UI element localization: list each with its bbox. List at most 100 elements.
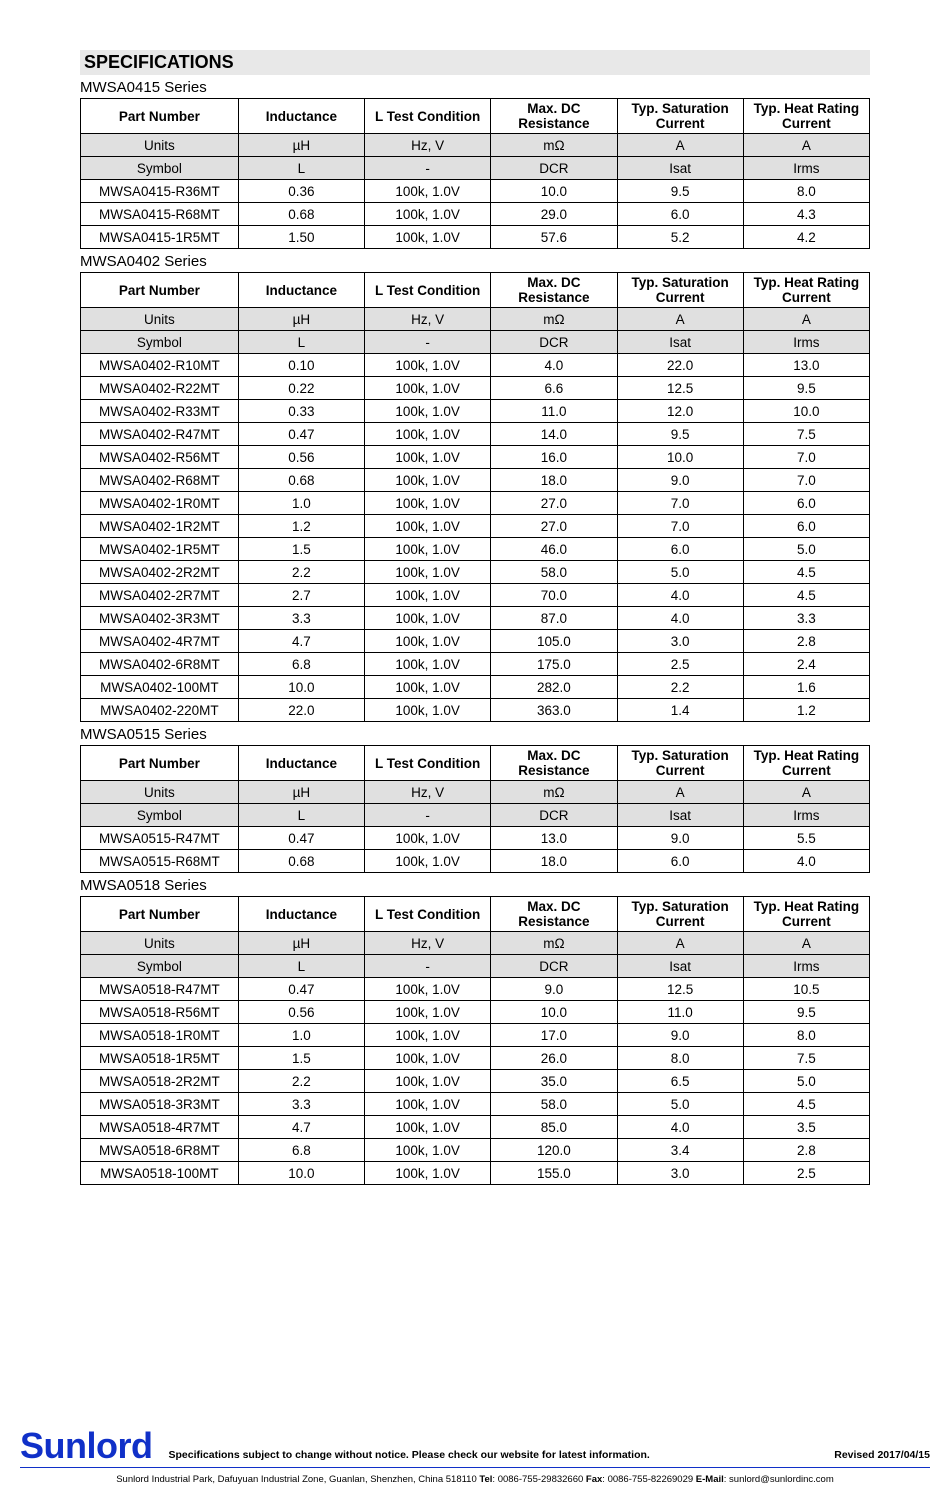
symbol-cell: Symbol <box>81 955 239 978</box>
brand-logo: Sunlord <box>20 1425 152 1467</box>
data-cell: 58.0 <box>491 1093 617 1116</box>
data-row: MWSA0518-R56MT0.56100k, 1.0V10.011.09.5 <box>81 1001 870 1024</box>
tel-value: : 0086-755-29832660 <box>492 1474 586 1485</box>
data-cell: 7.0 <box>617 515 743 538</box>
header-cell: Typ. Heat Rating Current <box>743 273 869 308</box>
data-cell: 12.5 <box>617 978 743 1001</box>
data-cell: MWSA0518-1R5MT <box>81 1047 239 1070</box>
footer-top: Sunlord Specifications subject to change… <box>20 1425 930 1468</box>
symbol-cell: Symbol <box>81 157 239 180</box>
data-cell: 7.0 <box>743 469 869 492</box>
data-cell: 4.7 <box>238 630 364 653</box>
units-cell: A <box>617 781 743 804</box>
series-container: MWSA0415 SeriesPart NumberInductanceL Te… <box>80 79 870 1185</box>
units-cell: Hz, V <box>365 308 491 331</box>
data-cell: 100k, 1.0V <box>365 850 491 873</box>
units-cell: Units <box>81 308 239 331</box>
data-cell: 1.50 <box>238 226 364 249</box>
header-row: Part NumberInductanceL Test ConditionMax… <box>81 273 870 308</box>
data-cell: 175.0 <box>491 653 617 676</box>
data-cell: 5.5 <box>743 827 869 850</box>
data-cell: 0.47 <box>238 423 364 446</box>
symbol-cell: L <box>238 157 364 180</box>
data-cell: 87.0 <box>491 607 617 630</box>
header-cell: Part Number <box>81 273 239 308</box>
symbol-cell: - <box>365 157 491 180</box>
data-cell: 0.56 <box>238 446 364 469</box>
data-cell: 0.33 <box>238 400 364 423</box>
data-cell: 70.0 <box>491 584 617 607</box>
data-row: MWSA0415-1R5MT1.50100k, 1.0V57.65.24.2 <box>81 226 870 249</box>
data-cell: MWSA0518-R47MT <box>81 978 239 1001</box>
data-cell: 105.0 <box>491 630 617 653</box>
spec-table: Part NumberInductanceL Test ConditionMax… <box>80 745 870 873</box>
data-cell: 100k, 1.0V <box>365 400 491 423</box>
data-cell: 8.0 <box>743 1024 869 1047</box>
data-cell: 8.0 <box>743 180 869 203</box>
data-cell: 85.0 <box>491 1116 617 1139</box>
data-cell: 4.5 <box>743 1093 869 1116</box>
data-cell: 100k, 1.0V <box>365 584 491 607</box>
data-cell: 22.0 <box>617 354 743 377</box>
data-row: MWSA0402-R68MT0.68100k, 1.0V18.09.07.0 <box>81 469 870 492</box>
header-cell: L Test Condition <box>365 273 491 308</box>
units-cell: A <box>743 308 869 331</box>
symbol-row: SymbolL-DCRIsatIrms <box>81 804 870 827</box>
data-cell: 7.5 <box>743 1047 869 1070</box>
symbol-cell: L <box>238 804 364 827</box>
data-row: MWSA0518-3R3MT3.3100k, 1.0V58.05.04.5 <box>81 1093 870 1116</box>
header-row: Part NumberInductanceL Test ConditionMax… <box>81 99 870 134</box>
data-cell: 4.5 <box>743 561 869 584</box>
data-cell: 5.0 <box>617 1093 743 1116</box>
data-cell: MWSA0402-2R7MT <box>81 584 239 607</box>
units-row: UnitsµHHz, VmΩAA <box>81 134 870 157</box>
data-cell: 1.0 <box>238 1024 364 1047</box>
data-row: MWSA0402-6R8MT6.8100k, 1.0V175.02.52.4 <box>81 653 870 676</box>
data-row: MWSA0402-R47MT0.47100k, 1.0V14.09.57.5 <box>81 423 870 446</box>
data-cell: 5.0 <box>743 538 869 561</box>
data-cell: 2.5 <box>743 1162 869 1185</box>
symbol-cell: Isat <box>617 955 743 978</box>
header-cell: L Test Condition <box>365 897 491 932</box>
data-cell: MWSA0518-1R0MT <box>81 1024 239 1047</box>
data-cell: MWSA0518-3R3MT <box>81 1093 239 1116</box>
data-cell: 100k, 1.0V <box>365 1047 491 1070</box>
data-cell: MWSA0402-1R0MT <box>81 492 239 515</box>
data-row: MWSA0518-6R8MT6.8100k, 1.0V120.03.42.8 <box>81 1139 870 1162</box>
data-cell: 46.0 <box>491 538 617 561</box>
data-cell: 100k, 1.0V <box>365 180 491 203</box>
data-row: MWSA0402-100MT10.0100k, 1.0V282.02.21.6 <box>81 676 870 699</box>
data-cell: 0.68 <box>238 203 364 226</box>
header-cell: Max. DC Resistance <box>491 99 617 134</box>
data-cell: 2.2 <box>238 1070 364 1093</box>
data-cell: 9.5 <box>617 423 743 446</box>
header-cell: Typ. Saturation Current <box>617 897 743 932</box>
symbol-cell: Isat <box>617 804 743 827</box>
header-cell: Inductance <box>238 273 364 308</box>
data-cell: MWSA0402-R56MT <box>81 446 239 469</box>
units-cell: mΩ <box>491 134 617 157</box>
units-cell: mΩ <box>491 932 617 955</box>
data-cell: MWSA0518-R56MT <box>81 1001 239 1024</box>
data-cell: 6.8 <box>238 653 364 676</box>
header-cell: Typ. Saturation Current <box>617 99 743 134</box>
data-cell: 2.2 <box>238 561 364 584</box>
data-cell: 0.10 <box>238 354 364 377</box>
header-cell: Typ. Saturation Current <box>617 273 743 308</box>
email-label: E-Mail <box>696 1474 724 1485</box>
address-text: Sunlord Industrial Park, Dafuyuan Indust… <box>116 1474 479 1485</box>
data-cell: 1.2 <box>743 699 869 722</box>
data-cell: MWSA0402-220MT <box>81 699 239 722</box>
data-row: MWSA0402-4R7MT4.7100k, 1.0V105.03.02.8 <box>81 630 870 653</box>
data-row: MWSA0402-1R5MT1.5100k, 1.0V46.06.05.0 <box>81 538 870 561</box>
symbol-cell: - <box>365 804 491 827</box>
data-cell: 6.0 <box>743 492 869 515</box>
header-cell: Inductance <box>238 746 364 781</box>
data-row: MWSA0518-2R2MT2.2100k, 1.0V35.06.55.0 <box>81 1070 870 1093</box>
data-cell: 100k, 1.0V <box>365 607 491 630</box>
units-cell: µH <box>238 134 364 157</box>
symbol-row: SymbolL-DCRIsatIrms <box>81 331 870 354</box>
data-cell: 363.0 <box>491 699 617 722</box>
data-cell: 17.0 <box>491 1024 617 1047</box>
symbol-cell: L <box>238 955 364 978</box>
